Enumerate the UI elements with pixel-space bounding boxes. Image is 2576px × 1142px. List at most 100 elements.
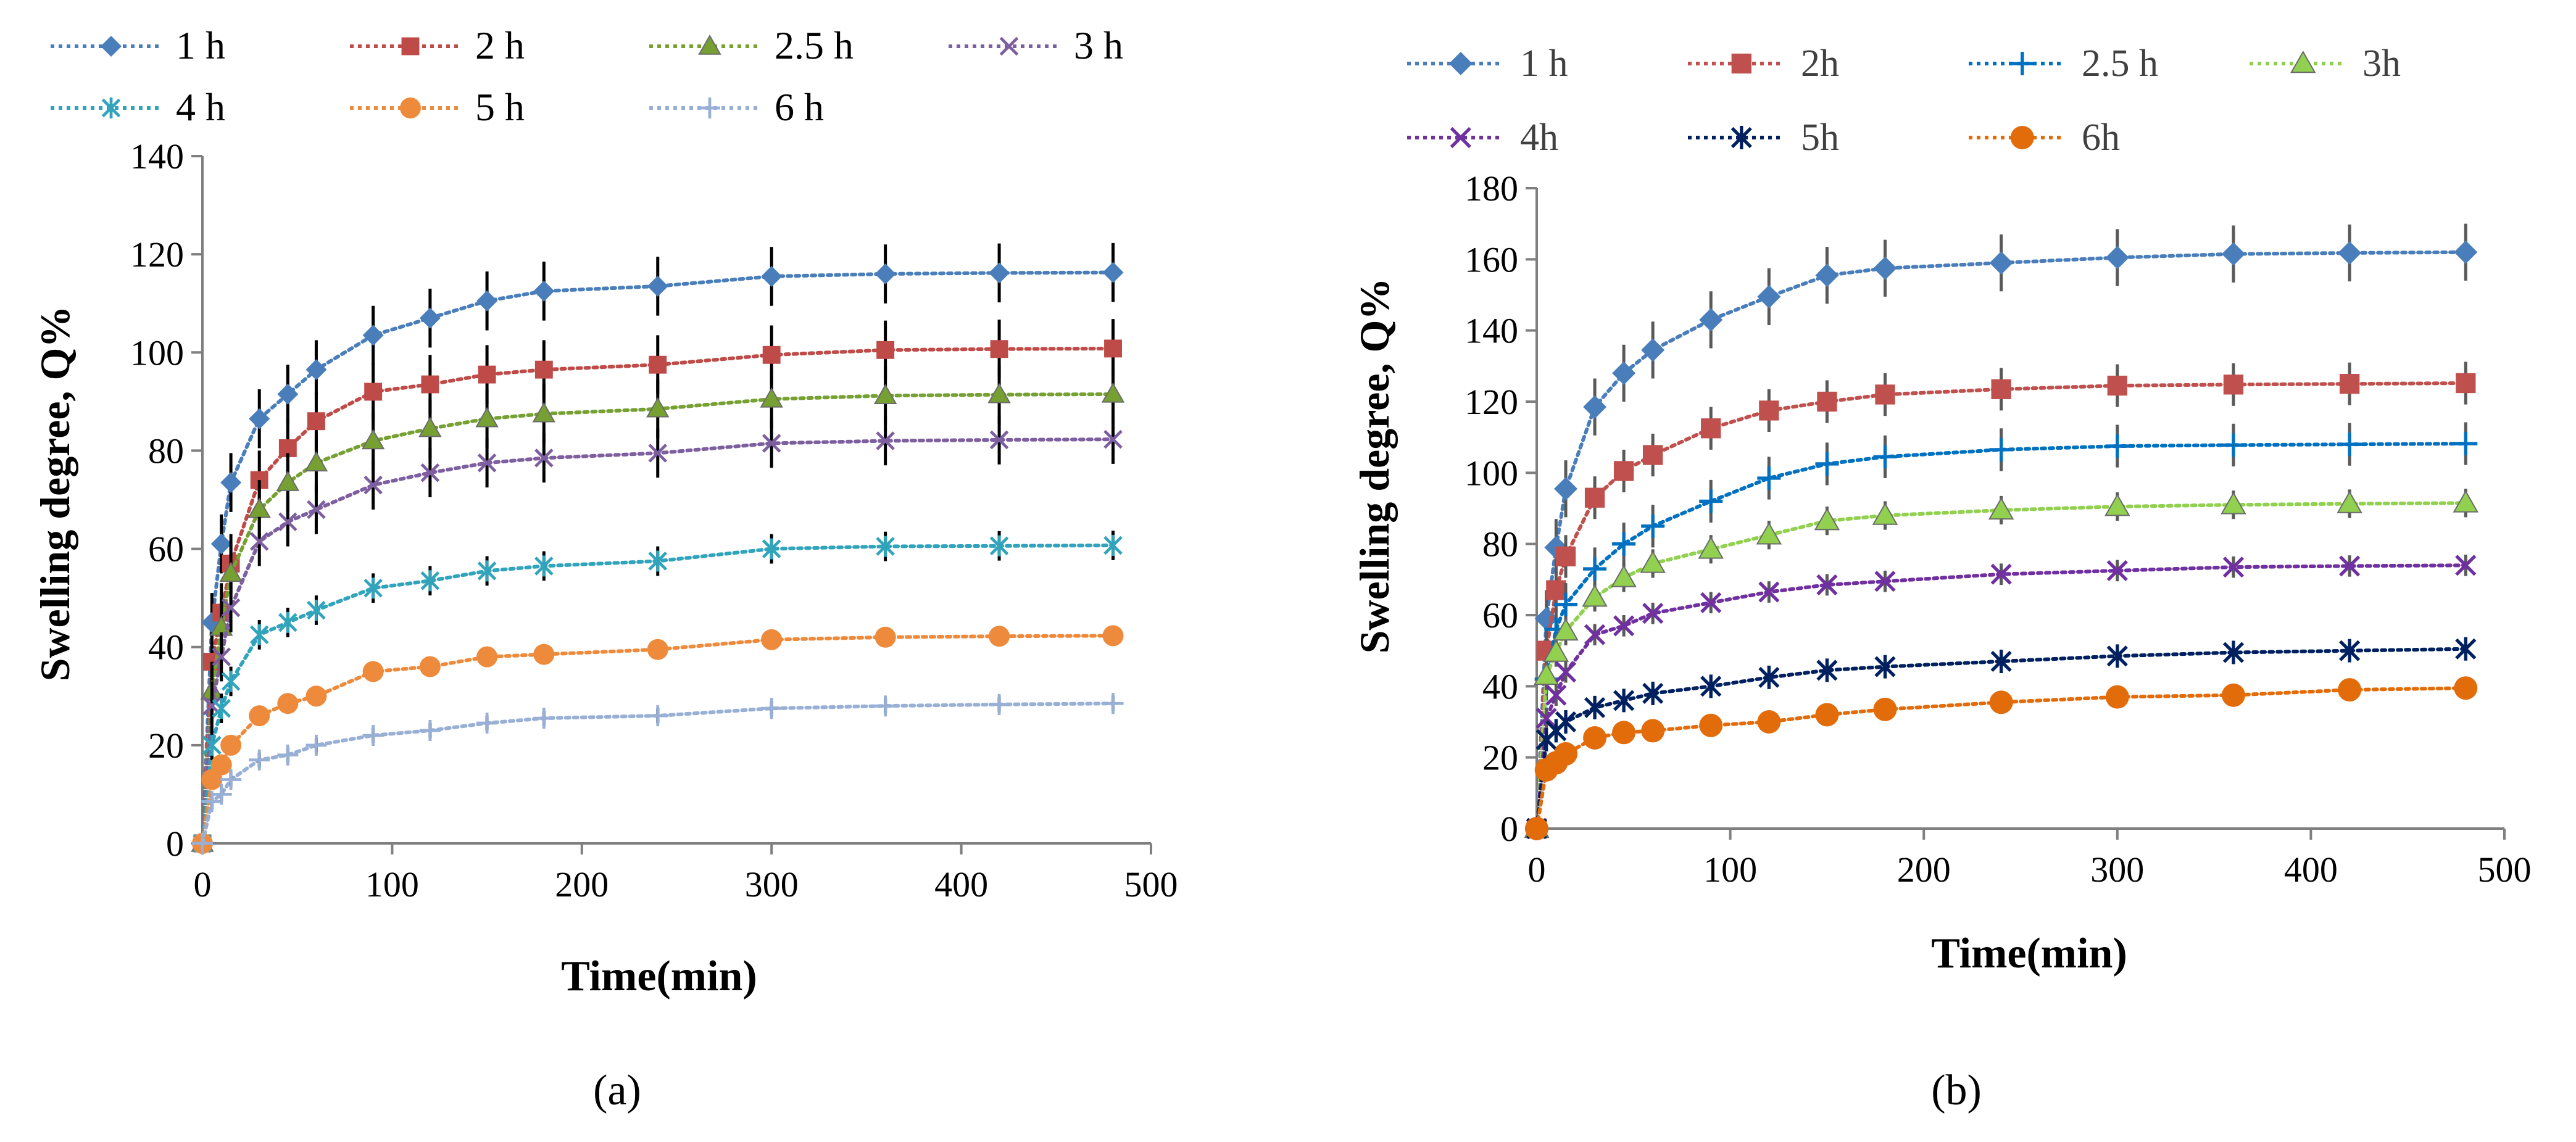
chart-panel-a: 0 20 40 60 80 100 120 140 0 100 200 300 400 500 1 h 2 … (31, 23, 1178, 1114)
data-point (648, 444, 668, 463)
data-point (212, 698, 231, 719)
data-point (2104, 494, 2130, 516)
x-tick-label: 100 (1703, 850, 1757, 890)
data-point (1613, 615, 1635, 637)
data-point (2107, 375, 2127, 396)
legend-label: 3h (2362, 43, 2401, 85)
legend-entry: 3 h (949, 23, 1123, 67)
data-point (533, 643, 555, 665)
data-point (362, 325, 384, 346)
data-point (1546, 580, 1566, 600)
data-point (2221, 683, 2245, 707)
data-point (2456, 373, 2476, 394)
data-point (1543, 639, 1569, 662)
data-point (534, 449, 554, 468)
data-point (476, 646, 498, 668)
data-point (1873, 256, 1897, 280)
chart-b-series (1524, 223, 2479, 840)
data-point (533, 708, 555, 729)
data-point (1758, 581, 1780, 603)
data-point (1103, 429, 1123, 449)
data-point (649, 355, 667, 374)
data-point (249, 408, 270, 429)
data-point (1612, 721, 1636, 745)
data-point (1816, 658, 1838, 682)
series-4h (193, 531, 1123, 854)
series-line (1535, 686, 2468, 830)
data-point (219, 561, 243, 582)
y-tick-label: 20 (1482, 738, 1518, 778)
data-point (1642, 681, 1664, 705)
data-point (212, 647, 231, 666)
data-point (1584, 695, 1606, 719)
data-point (249, 749, 270, 771)
legend-entry: 3h (2250, 43, 2401, 85)
data-point (304, 451, 328, 472)
legend-label: 5h (1801, 117, 1839, 159)
data-point (364, 475, 383, 495)
data-point (760, 387, 783, 408)
series-line (1535, 647, 2468, 830)
data-point (1102, 625, 1124, 647)
x-tick-label: 300 (745, 864, 799, 904)
data-point (1101, 382, 1125, 403)
data-point (1641, 719, 1665, 743)
data-point (990, 340, 1008, 358)
x-tick-label: 300 (2090, 850, 2144, 890)
legend-label: 4h (1520, 117, 1558, 159)
data-point (875, 626, 896, 648)
data-point (2222, 640, 2245, 664)
data-point (420, 570, 440, 592)
data-point (2221, 242, 2245, 266)
data-point (1874, 571, 1896, 592)
series-6h (192, 693, 1124, 854)
data-point (1554, 742, 1578, 766)
data-point (875, 695, 896, 717)
legend-entry: 1 h (1407, 43, 1568, 85)
data-point (1699, 713, 1723, 737)
y-tick-label: 0 (166, 824, 184, 864)
data-point (1613, 461, 1634, 481)
y-tick-label: 80 (1482, 524, 1518, 565)
legend-entry: 2h (1688, 43, 1839, 85)
data-point (2339, 374, 2360, 394)
series-2h (1526, 362, 2476, 839)
legend-marker (400, 97, 421, 118)
x-tick-label: 200 (555, 864, 609, 904)
data-point (989, 535, 1009, 557)
data-point (1699, 489, 1723, 513)
data-point (2106, 644, 2128, 668)
legend-marker (1731, 53, 1751, 74)
y-tick-label: 180 (1465, 168, 1518, 209)
legend-entry: 5h (1688, 117, 1839, 159)
data-point (1700, 674, 1722, 698)
data-point (476, 713, 498, 734)
data-point (1612, 532, 1636, 556)
chart-a-axes: 0 20 40 60 80 100 120 140 0 100 200 300 400 500 (130, 136, 1178, 904)
legend-marker (699, 97, 720, 118)
y-tick-label: 40 (1482, 666, 1518, 706)
x-tick-label: 400 (934, 864, 988, 904)
data-point (2339, 555, 2361, 577)
series-line (1535, 501, 2468, 830)
data-point (761, 629, 783, 650)
data-point (276, 471, 300, 491)
data-point (989, 430, 1009, 450)
data-point (1535, 708, 1557, 729)
series-line (1535, 381, 2468, 830)
chart-a-y-axis-label: Swelling degree, Q% (31, 306, 78, 682)
series-line (201, 392, 1115, 845)
legend-entry: 2.5 h (1969, 43, 2158, 85)
data-point (1583, 395, 1607, 419)
legend-entry: 6 h (649, 85, 824, 129)
legend-label: 1 h (176, 23, 225, 67)
data-point (1640, 550, 1666, 573)
y-tick-label: 20 (148, 726, 184, 766)
legend-label: 2.5 h (775, 23, 854, 67)
data-point (221, 598, 241, 618)
data-point (2454, 432, 2478, 456)
series-line (201, 544, 1115, 845)
data-point (305, 734, 327, 756)
data-point (210, 754, 232, 776)
data-point (1554, 477, 1578, 501)
